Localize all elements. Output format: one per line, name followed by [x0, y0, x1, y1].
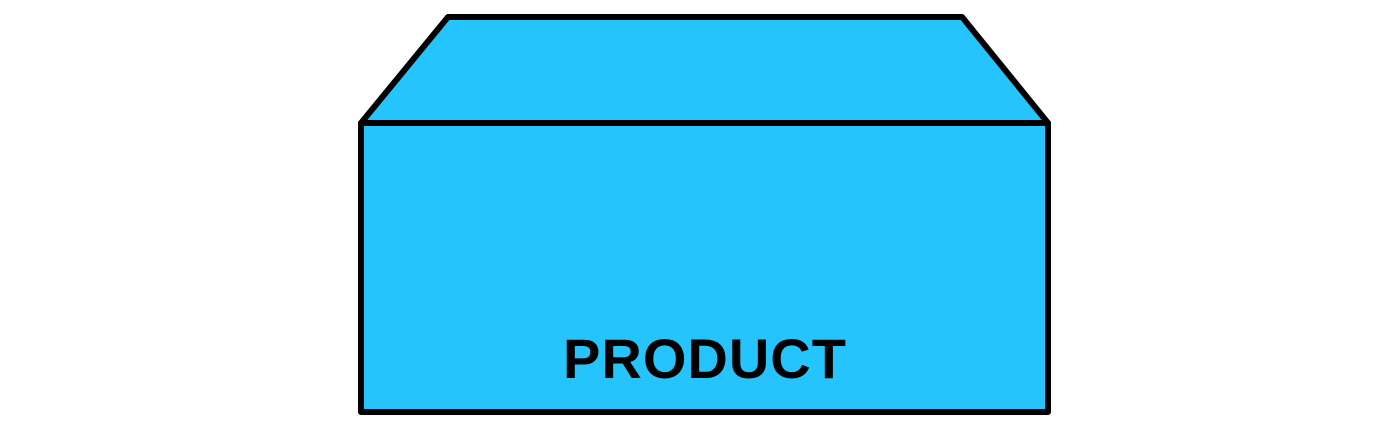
box-lid — [358, 14, 1051, 126]
box-front-face — [358, 120, 1051, 415]
box-label: PRODUCT — [563, 327, 847, 390]
